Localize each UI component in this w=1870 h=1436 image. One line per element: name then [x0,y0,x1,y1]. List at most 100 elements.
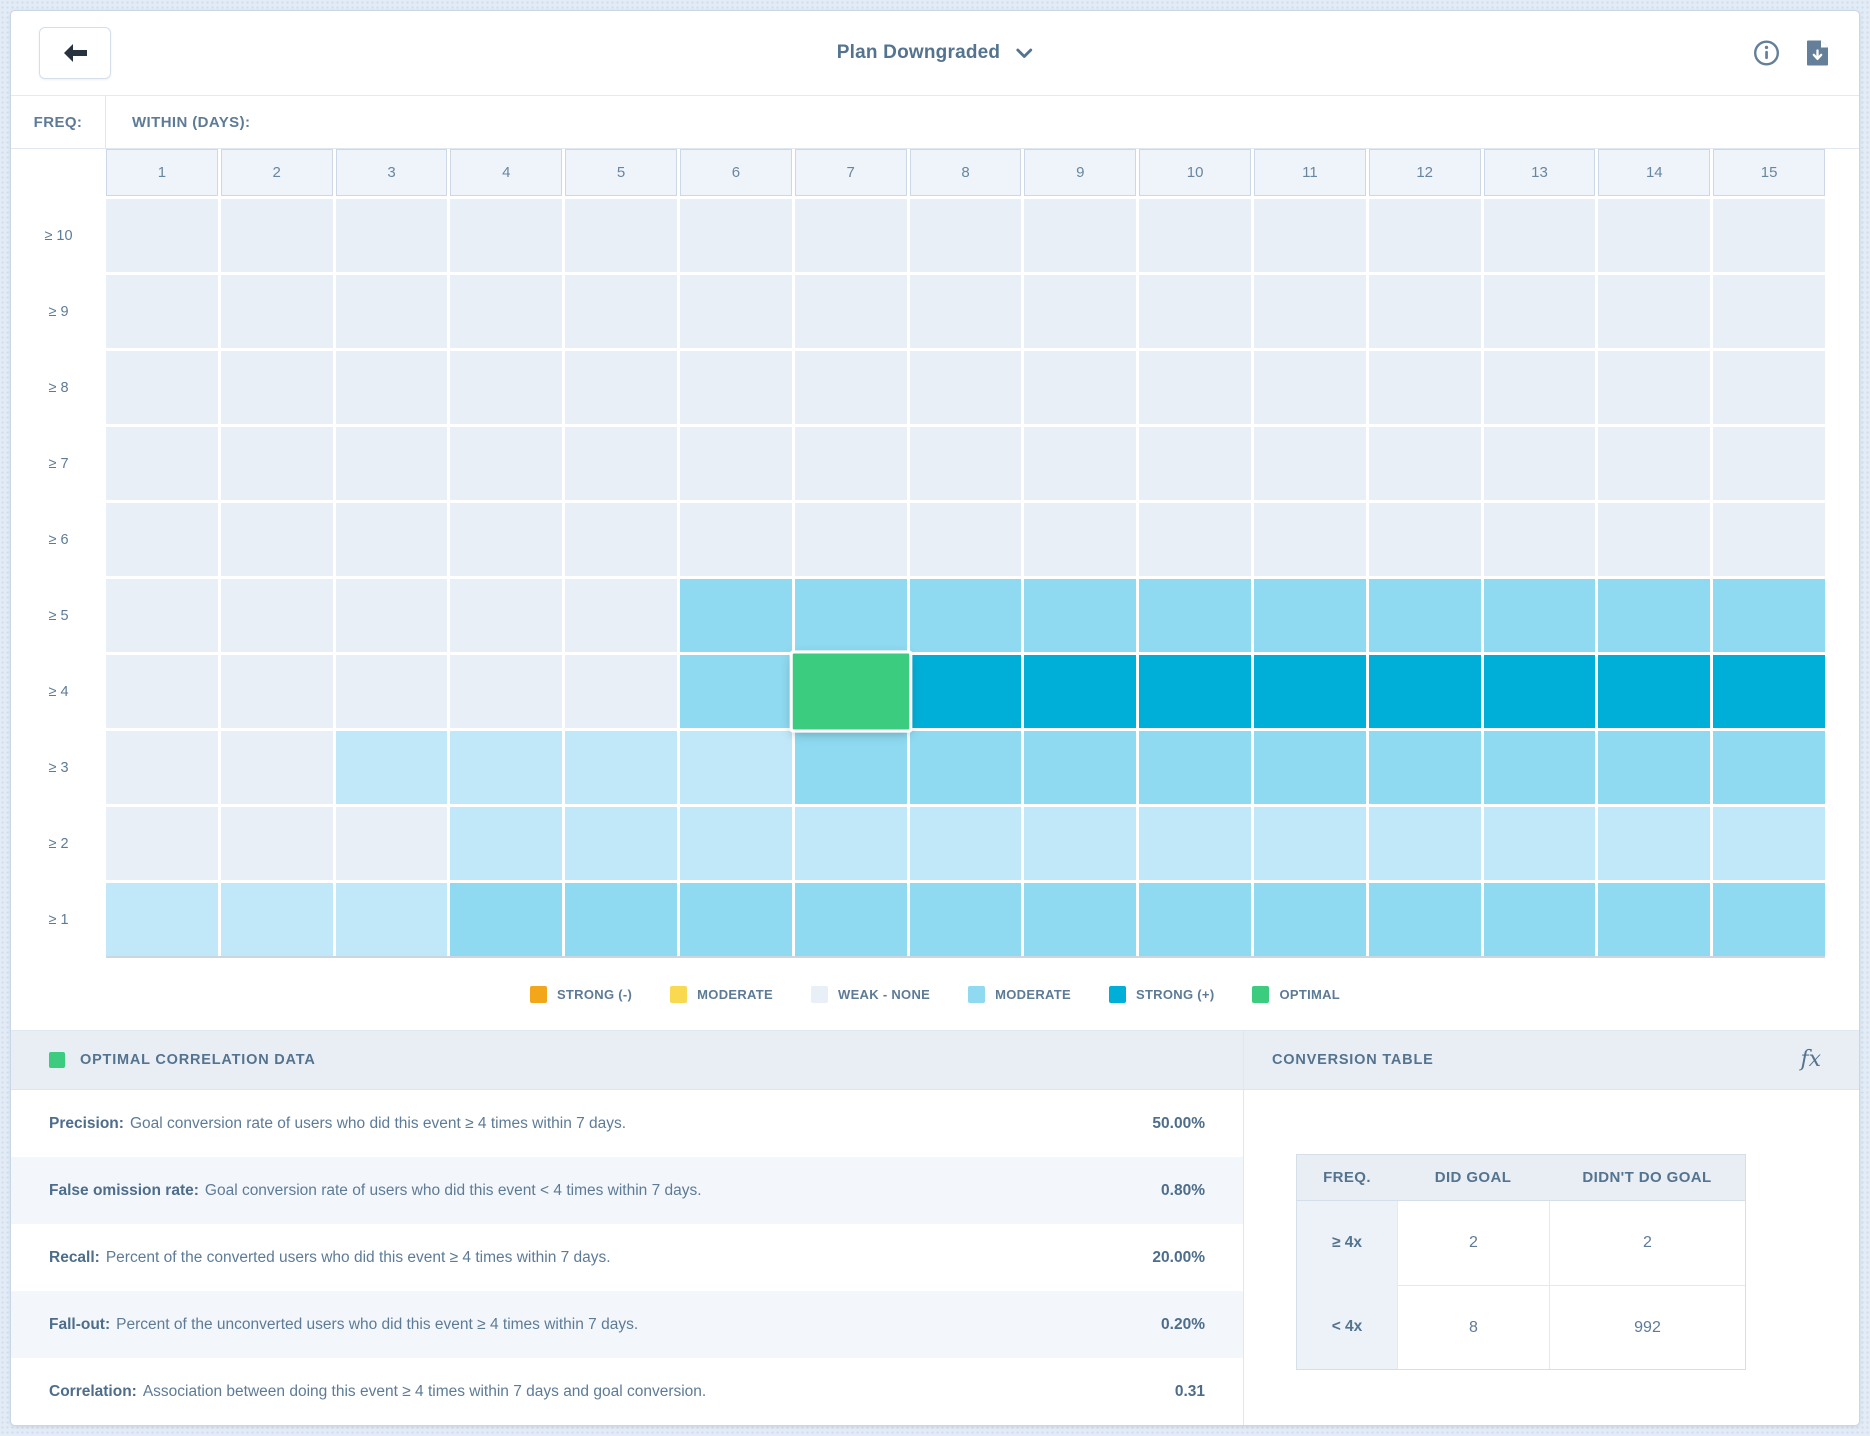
heatmap-cell[interactable] [106,655,218,728]
heatmap-cell[interactable] [565,199,677,272]
heatmap-cell[interactable] [1368,503,1481,576]
heatmap-cell[interactable] [1139,807,1251,880]
heatmap-cell[interactable] [450,275,563,348]
heatmap-cell[interactable] [909,199,1022,272]
heatmap-cell[interactable] [909,351,1022,424]
heatmap-cell[interactable] [1598,883,1711,956]
optimal-cell[interactable] [792,653,909,730]
heatmap-cell[interactable] [335,427,448,500]
heatmap-cell[interactable] [450,731,563,804]
back-button[interactable] [39,27,111,79]
heatmap-cell[interactable] [220,731,333,804]
heatmap-cell[interactable] [1254,579,1366,652]
heatmap-cell[interactable] [450,199,563,272]
heatmap-cell[interactable] [794,199,907,272]
heatmap-cell[interactable] [1483,199,1596,272]
heatmap-cell[interactable] [680,427,792,500]
heatmap-cell[interactable] [1024,351,1137,424]
heatmap-cell[interactable] [450,503,563,576]
heatmap-cell[interactable] [794,731,907,804]
heatmap-cell[interactable] [680,503,792,576]
heatmap-cell[interactable] [1713,427,1825,500]
heatmap-cell[interactable] [1024,199,1137,272]
heatmap-cell[interactable] [450,579,563,652]
heatmap-cell[interactable] [909,883,1022,956]
heatmap-cell[interactable] [565,655,677,728]
info-icon[interactable] [1753,40,1780,67]
heatmap-cell[interactable] [335,579,448,652]
heatmap-cell[interactable] [1139,731,1251,804]
heatmap-cell[interactable] [1368,883,1481,956]
heatmap-cell[interactable] [1598,807,1711,880]
heatmap-cell[interactable] [565,731,677,804]
heatmap-cell[interactable] [1024,503,1137,576]
heatmap-cell[interactable] [1254,199,1366,272]
heatmap-cell[interactable] [1368,807,1481,880]
heatmap-cell[interactable] [794,579,907,652]
heatmap-cell[interactable] [1024,807,1137,880]
heatmap-cell[interactable] [680,199,792,272]
heatmap-cell[interactable] [565,427,677,500]
heatmap-cell[interactable] [220,427,333,500]
heatmap-cell[interactable] [1024,275,1137,348]
heatmap-cell[interactable] [335,199,448,272]
heatmap-cell[interactable] [1254,655,1366,728]
heatmap-cell[interactable] [1139,579,1251,652]
heatmap-cell[interactable] [680,883,792,956]
heatmap-cell[interactable] [1139,275,1251,348]
heatmap-cell[interactable] [1254,731,1366,804]
heatmap-cell[interactable] [565,579,677,652]
heatmap-cell[interactable] [1483,503,1596,576]
heatmap-cell[interactable] [909,503,1022,576]
heatmap-cell[interactable] [106,427,218,500]
heatmap-cell[interactable] [1483,883,1596,956]
heatmap-cell[interactable] [909,655,1022,728]
heatmap-cell[interactable] [680,731,792,804]
event-selector[interactable]: Plan Downgraded [837,42,1033,64]
heatmap-cell[interactable] [1368,351,1481,424]
heatmap-cell[interactable] [1598,579,1711,652]
heatmap-cell[interactable] [450,427,563,500]
heatmap-cell[interactable] [450,351,563,424]
heatmap-cell[interactable] [220,655,333,728]
heatmap-cell[interactable] [450,807,563,880]
heatmap-cell[interactable] [1598,275,1711,348]
heatmap-cell[interactable] [335,731,448,804]
heatmap-cell[interactable] [335,275,448,348]
heatmap-cell[interactable] [1368,655,1481,728]
heatmap-cell[interactable] [565,275,677,348]
heatmap-cell[interactable] [1254,503,1366,576]
heatmap-cell[interactable] [220,351,333,424]
heatmap-cell[interactable] [1598,503,1711,576]
heatmap-cell[interactable] [1483,427,1596,500]
heatmap-cell[interactable] [335,655,448,728]
heatmap-cell[interactable] [1368,427,1481,500]
heatmap-cell[interactable] [1713,655,1825,728]
download-icon[interactable] [1806,40,1829,67]
heatmap-cell[interactable] [1024,883,1137,956]
heatmap-cell[interactable] [335,351,448,424]
heatmap-cell[interactable] [450,655,563,728]
heatmap-cell[interactable] [1368,199,1481,272]
heatmap-cell[interactable] [1139,655,1251,728]
heatmap-cell[interactable] [1483,275,1596,348]
heatmap-cell[interactable] [909,579,1022,652]
heatmap-cell[interactable] [1368,579,1481,652]
heatmap-cell[interactable] [794,427,907,500]
heatmap-cell[interactable] [1483,655,1596,728]
heatmap-cell[interactable] [1254,427,1366,500]
heatmap-cell[interactable] [1713,579,1825,652]
heatmap-cell[interactable] [1368,275,1481,348]
heatmap-cell[interactable] [565,503,677,576]
heatmap-cell[interactable] [1024,427,1137,500]
heatmap-cell[interactable] [450,883,563,956]
heatmap-cell[interactable] [106,275,218,348]
heatmap-cell[interactable] [565,351,677,424]
heatmap-cell[interactable] [794,503,907,576]
heatmap-cell[interactable] [1713,275,1825,348]
heatmap-cell[interactable] [1598,199,1711,272]
heatmap-cell[interactable] [909,807,1022,880]
heatmap-cell[interactable] [1024,731,1137,804]
heatmap-cell[interactable] [106,579,218,652]
heatmap-cell[interactable] [909,427,1022,500]
